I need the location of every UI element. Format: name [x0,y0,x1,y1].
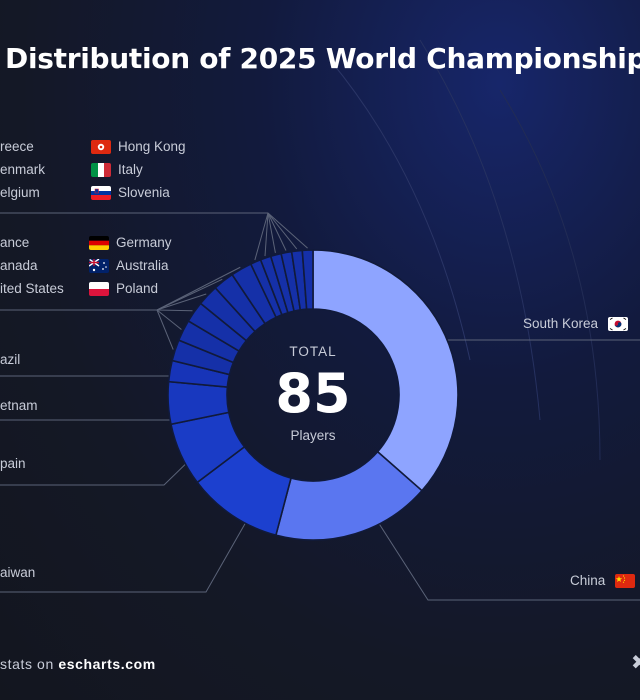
leader-lines [0,212,640,601]
legend-label: elgium [0,185,40,200]
footer-prefix: stats on [0,656,59,672]
legend-top: reece enmark elgium Hong Kong Italy Slov… [0,138,192,208]
australia-flag-icon [89,259,109,274]
legend-item-france: ance [0,234,29,252]
leader-line-taiwan [0,521,247,593]
fan-line-canada [156,309,182,330]
fan-line-hong-kong [267,212,308,249]
poland-flag-icon [89,282,109,297]
legend-label: Germany [116,235,172,250]
donut-slices [167,249,459,541]
legend-item-belgium: elgium [0,184,40,202]
label-spain: pain [0,456,26,471]
italy-flag-icon [91,163,111,178]
legend-item-slovenia: Slovenia [91,184,170,202]
label-brazil: azil [0,352,21,367]
fan-line-belgium [254,212,269,261]
legend-label: reece [0,139,34,154]
chart-title: Distribution of 2025 World Championship [5,42,640,75]
slice-label-text: China [570,573,606,588]
label-taiwan: aiwan [0,565,36,580]
total-unit: Players [290,428,336,443]
legend-label: Slovenia [118,185,170,200]
slice-label-text: South Korea [523,316,599,331]
legend-label: Australia [116,258,169,273]
footer: stats on escharts.com [0,656,156,672]
leader-line-china [377,521,640,601]
legend-label: ited States [0,281,64,296]
legend-item-poland: Poland [89,280,158,298]
legend-mid: ance anada ited States Germany Australia… [0,234,192,304]
legend-label: ance [0,235,30,250]
fan-line-france [156,309,193,312]
leader-fan-top [254,212,308,261]
legend-item-italy: Italy [91,161,143,179]
slice-hong-kong[interactable] [301,249,314,311]
legend-item-germany: Germany [89,234,172,252]
fan-line-slovenia [267,212,287,251]
label-china: China [570,573,636,589]
fan-line-italy [267,212,298,250]
fan-line-greece [267,212,276,253]
slovenia-flag-icon [91,186,111,201]
legend-item-australia: Australia [89,257,169,275]
germany-flag-icon [89,236,109,251]
label-south-korea: South Korea [523,316,628,332]
legend-label: Italy [118,162,143,177]
total-value: 85 [275,362,351,425]
hong-kong-flag-icon [91,140,111,155]
leader-line-spain [0,451,199,486]
leader-fan-mid [156,266,241,350]
legend-item-canada: anada [0,257,38,275]
label-vietnam: etnam [0,398,38,413]
china-flag-icon [615,574,636,589]
fan-line-denmark [264,212,269,257]
brand-logo-icon: ✖ [631,652,640,674]
total-label: TOTAL [289,344,337,359]
south-korea-flag-icon [607,317,628,332]
legend-item-denmark: enmark [0,161,45,179]
footer-site-link[interactable]: escharts.com [58,656,156,672]
legend-label: anada [0,258,38,273]
legend-label: Poland [116,281,159,296]
slice-south-korea[interactable] [312,249,459,492]
legend-label: Hong Kong [118,139,186,154]
legend-label: enmark [0,162,46,177]
legend-item-united-states: ited States [0,280,64,298]
legend-item-greece: reece [0,138,34,156]
legend-item-hong-kong: Hong Kong [91,138,186,156]
fan-line-germany [156,266,241,311]
fan-line-poland [156,293,207,311]
fan-line-united-states [156,309,174,350]
